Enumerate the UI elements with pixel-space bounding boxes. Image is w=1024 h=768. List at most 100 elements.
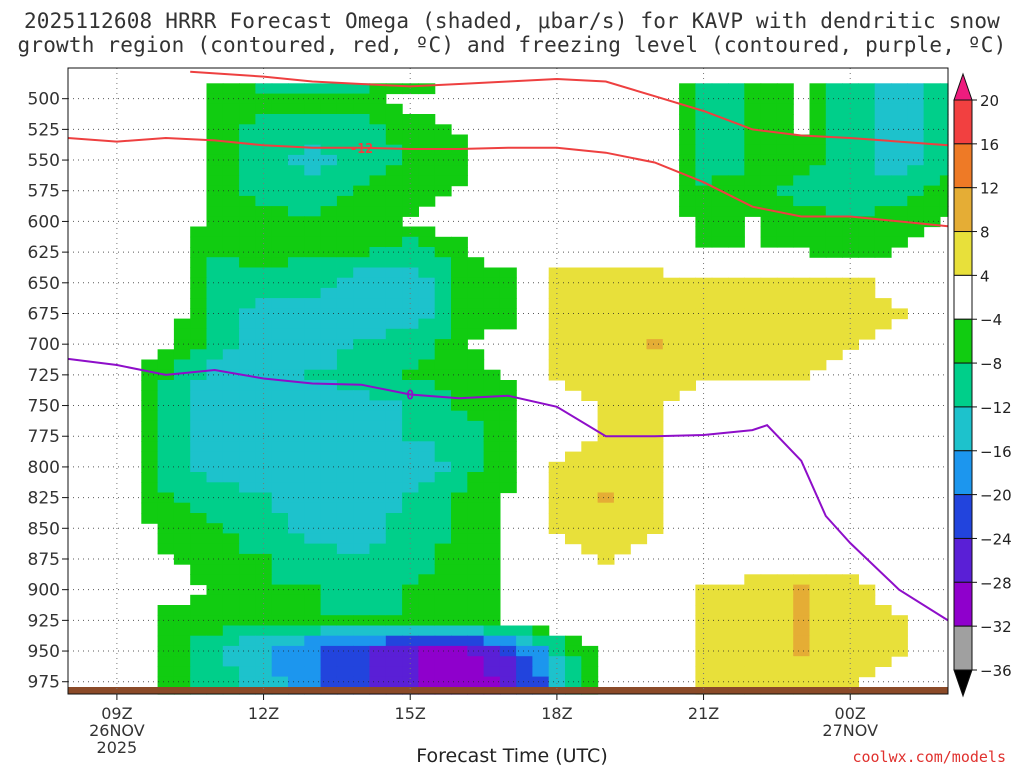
- omega-cell: [825, 328, 843, 340]
- omega-cell: [467, 380, 485, 391]
- omega-cell: [728, 216, 745, 228]
- omega-cell: [369, 400, 387, 412]
- omega-cell: [369, 144, 387, 156]
- omega-cell: [402, 144, 419, 156]
- omega-cell: [581, 359, 599, 371]
- omega-cell: [646, 420, 664, 432]
- omega-cell: [711, 83, 729, 95]
- colorbar-label: 20: [980, 92, 999, 110]
- omega-cell: [385, 349, 403, 361]
- omega-cell: [271, 216, 289, 228]
- omega-cell: [222, 635, 240, 647]
- omega-cell: [369, 656, 387, 667]
- omega-cell: [336, 114, 354, 125]
- omega-cell: [809, 635, 827, 647]
- omega-cell: [353, 420, 371, 432]
- omega-cell: [190, 451, 208, 463]
- omega-cell: [662, 308, 680, 320]
- omega-cell: [173, 553, 191, 565]
- omega-cell: [206, 328, 224, 340]
- omega-cell: [499, 451, 517, 463]
- omega-cell: [255, 635, 273, 647]
- omega-cell: [646, 482, 664, 494]
- omega-cell: [581, 513, 599, 524]
- omega-cell: [548, 339, 566, 350]
- omega-cell: [467, 543, 485, 555]
- omega-cell: [809, 93, 827, 105]
- omega-cell: [320, 206, 338, 217]
- omega-cell: [255, 390, 273, 401]
- omega-cell: [369, 226, 387, 238]
- omega-cell: [483, 615, 501, 626]
- omega-cell: [239, 584, 256, 596]
- omega-cell: [222, 543, 240, 555]
- omega-cell: [467, 533, 485, 545]
- omega-cell: [695, 594, 713, 606]
- omega-cell: [825, 236, 843, 248]
- omega-cell: [190, 349, 208, 361]
- omega-cell: [304, 165, 322, 176]
- omega-cell: [809, 584, 827, 596]
- omega-cell: [711, 134, 729, 146]
- omega-cell: [418, 144, 436, 156]
- omega-cell: [206, 564, 224, 575]
- omega-cell: [353, 461, 371, 473]
- omega-cell: [695, 666, 713, 678]
- omega-cell: [418, 339, 436, 350]
- omega-cell: [728, 308, 745, 320]
- omega-cell: [369, 666, 387, 678]
- pressure-tick-label: 875: [28, 550, 60, 570]
- omega-cell: [744, 584, 762, 596]
- omega-cell: [255, 134, 273, 146]
- omega-cell: [418, 400, 436, 412]
- date-tick-label: 26NOV: [89, 721, 145, 740]
- omega-cell: [581, 533, 599, 545]
- omega-cell: [157, 523, 175, 534]
- omega-cell: [646, 513, 664, 524]
- omega-cell: [825, 206, 843, 217]
- omega-cell: [451, 298, 468, 309]
- omega-cell: [206, 298, 224, 309]
- omega-cell: [206, 594, 224, 606]
- omega-cell: [336, 635, 354, 647]
- omega-cell: [271, 410, 289, 422]
- omega-cell: [418, 175, 436, 187]
- omega-cell: [336, 226, 354, 238]
- omega-cell: [418, 451, 436, 463]
- omega-cell: [320, 645, 338, 657]
- omega-cell: [353, 359, 371, 371]
- omega-cell: [744, 103, 762, 115]
- omega-cell: [793, 349, 811, 361]
- omega-cell: [141, 359, 159, 371]
- omega-cell: [597, 451, 615, 463]
- pressure-tick-label: 625: [28, 243, 60, 263]
- omega-cell: [206, 400, 224, 412]
- omega-cell: [434, 328, 452, 340]
- omega-cell: [385, 236, 403, 248]
- omega-cell: [304, 635, 322, 647]
- omega-cell: [630, 472, 648, 483]
- omega-cell: [793, 185, 811, 197]
- omega-cell: [206, 420, 224, 432]
- omega-cell: [271, 441, 289, 453]
- omega-cell: [288, 451, 305, 463]
- omega-cell: [809, 625, 827, 637]
- omega-cell: [402, 257, 419, 268]
- omega-cell: [222, 666, 240, 678]
- omega-cell: [222, 553, 240, 565]
- omega-cell: [239, 461, 256, 473]
- omega-cell: [695, 328, 713, 340]
- year-tick-label: 2025: [97, 738, 138, 757]
- omega-cell: [434, 451, 452, 463]
- omega-cell: [711, 103, 729, 115]
- omega-cell: [402, 359, 419, 371]
- omega-cell: [369, 502, 387, 514]
- omega-cell: [548, 369, 566, 381]
- omega-cell: [353, 287, 371, 299]
- omega-cell: [320, 420, 338, 432]
- omega-cell: [744, 195, 762, 207]
- omega-cell: [206, 513, 224, 524]
- omega-cell: [418, 134, 436, 146]
- omega-cell: [483, 420, 501, 432]
- omega-cell: [141, 369, 159, 381]
